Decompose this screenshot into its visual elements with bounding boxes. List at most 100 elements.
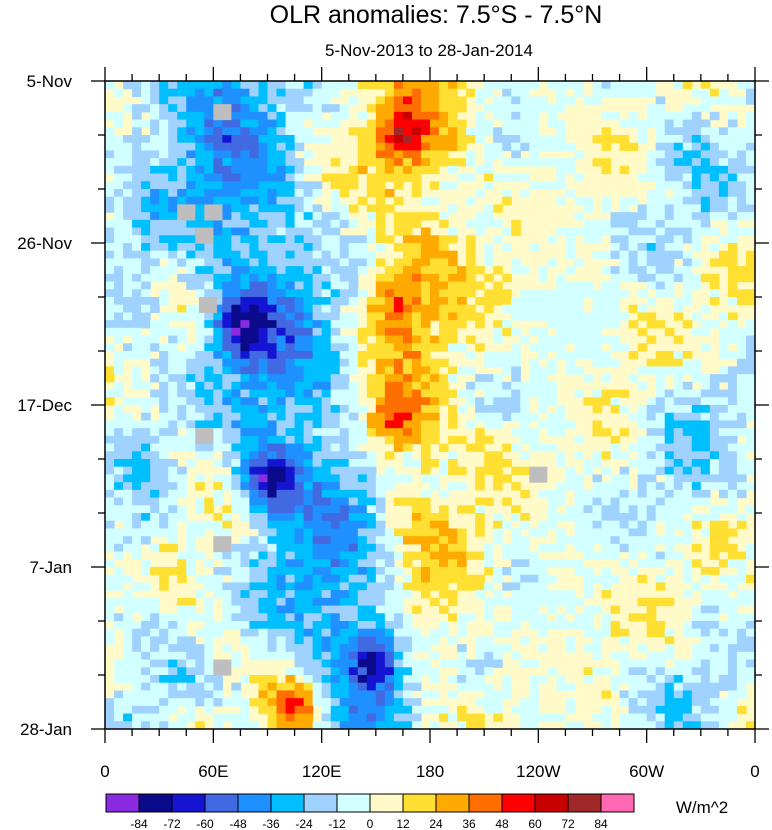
heatmap-cell (682, 420, 693, 429)
heatmap-cell (123, 628, 133, 638)
heatmap-cell (538, 559, 548, 568)
heatmap-cell (204, 675, 214, 684)
heatmap-cell (339, 574, 350, 584)
heatmap-cell (330, 312, 341, 321)
heatmap-cell (610, 405, 621, 414)
heatmap-cell (276, 405, 287, 414)
heatmap-cell (285, 543, 296, 553)
heatmap-cell (420, 165, 431, 175)
heatmap-cell (222, 297, 232, 306)
heatmap-cell (709, 482, 720, 491)
heatmap-cell (339, 698, 350, 707)
heatmap-cell (330, 81, 341, 90)
heatmap-cell (114, 189, 124, 198)
heatmap-cell (466, 713, 476, 722)
heatmap-cell (105, 574, 115, 584)
heatmap-cell (312, 582, 323, 591)
heatmap-cell (168, 667, 178, 676)
heatmap-cell (655, 173, 666, 182)
heatmap-cell (222, 258, 232, 267)
heatmap-cell (348, 81, 359, 90)
heatmap-cell (285, 590, 296, 599)
heatmap-cell (231, 135, 242, 144)
heatmap-cell (294, 597, 305, 607)
x-tick-label: 120W (516, 762, 560, 781)
heatmap-cell (420, 489, 431, 499)
heatmap-cell (150, 142, 160, 152)
heatmap-cell (276, 81, 287, 90)
heatmap-cell (520, 189, 530, 198)
heatmap-cell (366, 351, 377, 360)
heatmap-cell (186, 420, 196, 429)
heatmap-cell (610, 628, 621, 638)
heatmap-cell (420, 466, 431, 476)
heatmap-cell (303, 320, 314, 329)
heatmap-cell (547, 505, 557, 514)
x-tick-label: 60W (629, 762, 664, 781)
heatmap-cell (484, 181, 494, 190)
heatmap-cell (330, 297, 341, 306)
colorbar-label: -84 (130, 817, 148, 830)
heatmap-cell (141, 250, 151, 260)
heatmap-cell (240, 281, 251, 290)
heatmap-cell (141, 628, 151, 638)
heatmap-cell (402, 320, 413, 329)
heatmap-cell (682, 698, 693, 707)
heatmap-cell (457, 312, 467, 321)
heatmap-cell (475, 428, 485, 437)
heatmap-cell (420, 150, 431, 159)
heatmap-cell (511, 258, 521, 267)
heatmap-cell (150, 243, 160, 252)
heatmap-cell (375, 705, 386, 715)
heatmap-cell (375, 397, 386, 406)
heatmap-cell (484, 466, 494, 476)
heatmap-cell (682, 366, 693, 375)
heatmap-cell (258, 304, 269, 314)
heatmap-cell (402, 412, 413, 422)
heatmap-cell (357, 111, 368, 121)
heatmap-cell (132, 659, 142, 668)
heatmap-cell (150, 705, 160, 715)
heatmap-cell (141, 304, 151, 314)
heatmap-cell (177, 628, 187, 638)
heatmap-cell (420, 142, 431, 152)
heatmap-cell (411, 374, 422, 383)
heatmap-cell (195, 651, 205, 661)
heatmap-cell (168, 474, 178, 483)
heatmap-cell (448, 281, 458, 290)
heatmap-cell (502, 474, 512, 483)
heatmap-cell (294, 142, 305, 152)
heatmap-cell (150, 127, 160, 136)
heatmap-cell (294, 181, 305, 190)
heatmap-cell (177, 88, 187, 98)
heatmap-cell (357, 451, 368, 460)
heatmap-cell (348, 250, 359, 260)
heatmap-cell (294, 528, 305, 537)
heatmap-cell (348, 628, 359, 638)
heatmap-cell (222, 459, 232, 468)
heatmap-cell (114, 204, 124, 213)
heatmap-cell (637, 644, 648, 653)
heatmap-cell (186, 273, 196, 283)
heatmap-cell (114, 358, 124, 368)
heatmap-cell (484, 705, 494, 715)
heatmap-cell (574, 543, 585, 553)
heatmap-cell (357, 582, 368, 591)
heatmap-cell (294, 621, 305, 630)
heatmap-cell (240, 405, 251, 414)
heatmap-cell (303, 327, 314, 337)
y-tick-label: 5-Nov (27, 72, 73, 91)
heatmap-cell (348, 281, 359, 290)
heatmap-cell (411, 682, 422, 692)
heatmap-cell (339, 297, 350, 306)
heatmap-cell (682, 459, 693, 468)
heatmap-cell (637, 81, 648, 90)
heatmap-cell (285, 135, 296, 144)
heatmap-cell (141, 713, 151, 722)
heatmap-cell (502, 135, 512, 144)
heatmap-cell (240, 165, 251, 175)
heatmap-cell (114, 297, 124, 306)
heatmap-cell (583, 644, 594, 653)
heatmap-cell (132, 320, 142, 329)
heatmap-cell (574, 621, 585, 630)
